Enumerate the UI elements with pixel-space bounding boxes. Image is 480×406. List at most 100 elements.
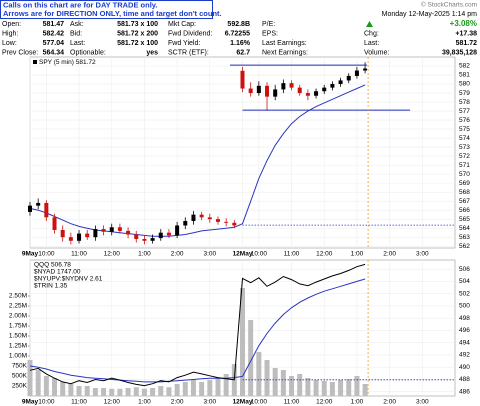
line — [29, 263, 366, 387]
volume-bar — [174, 384, 180, 396]
y-tick-label: 500 — [459, 303, 470, 310]
volume-bar — [362, 384, 368, 396]
volume-bar — [101, 388, 107, 396]
line — [29, 278, 366, 383]
quote-value: 581.47 — [43, 21, 65, 28]
quote-label: Volume: — [364, 49, 389, 56]
volume-bar — [60, 382, 66, 396]
volume-bar — [109, 388, 115, 396]
y-tick-label: 577 — [459, 108, 470, 115]
legend: SPY (5 min) 581.72 — [39, 59, 96, 66]
x-tick-label: 11:00 — [71, 399, 87, 406]
notice-line: Arrows are for DIRECTION ONLY, time and … — [3, 9, 222, 18]
quote-label: SCTR (ETF): — [168, 49, 209, 56]
volume-bar — [27, 360, 33, 396]
volume-bar — [150, 388, 156, 396]
candle-body — [52, 217, 57, 230]
quote-label: Last: — [70, 40, 85, 47]
notice-box — [0, 0, 213, 19]
x-tick-label: 12:00 — [104, 251, 121, 258]
x-tick-label: 12May — [233, 399, 253, 406]
y-tick-label: 496 — [459, 327, 470, 334]
candle-body — [289, 83, 294, 88]
y2-tick-label: 1.00M — [9, 353, 27, 360]
x-tick-label: 2:00 — [383, 251, 396, 258]
quote-date: Monday 12-May-2025 1:14 pm — [382, 11, 477, 18]
quote-value: 1.16% — [230, 40, 251, 47]
quote-value: 581.72 x 100 — [117, 40, 158, 47]
x-tick-label: 3:00 — [416, 399, 429, 406]
volume-bar — [92, 388, 98, 396]
volume-bar — [84, 386, 90, 396]
candle-body — [175, 225, 180, 236]
x-tick-label: 2:00 — [171, 251, 184, 258]
y2-tick-label: 500K — [12, 373, 28, 380]
quote-value: 581.73 x 100 — [117, 21, 158, 28]
candle-body — [354, 70, 359, 76]
y-tick-label: 576 — [459, 117, 470, 124]
candle-body — [109, 227, 114, 232]
quote-value: 577.04 — [43, 40, 65, 47]
y-tick-label: 564 — [459, 225, 470, 232]
candle-body — [224, 221, 229, 223]
x-tick-label: 3:00 — [203, 399, 216, 406]
y-tick-label: 582 — [459, 63, 470, 70]
y-tick-label: 566 — [459, 207, 470, 214]
quote-label: Chg: — [364, 30, 379, 37]
x-tick-label: 12:00 — [316, 251, 333, 258]
volume-bar — [240, 288, 245, 396]
quote-value: 581.72 x 200 — [117, 30, 158, 37]
volume-bar — [272, 368, 278, 396]
volume-bar — [223, 374, 229, 396]
volume-bar — [289, 376, 295, 396]
y2-tick-label: 1.25M — [9, 343, 27, 350]
volume-bar — [338, 380, 344, 396]
candle-body — [265, 85, 270, 97]
y-tick-label: 490 — [459, 364, 470, 371]
volume-bar — [313, 380, 319, 396]
x-tick-label: 1:00 — [351, 399, 364, 406]
candle-body — [215, 219, 220, 222]
y2-tick-label: 2.00M — [9, 313, 27, 320]
y-tick-label: 580 — [459, 81, 470, 88]
volume-bar — [280, 370, 286, 396]
candle-body — [330, 84, 335, 88]
volume-bar — [117, 388, 123, 396]
quote-label: Fwd Yield: — [168, 40, 200, 47]
candle-body — [248, 88, 253, 94]
candle-body — [346, 75, 351, 81]
candle-body — [199, 214, 204, 218]
quote-label: Next Earnings: — [262, 49, 308, 56]
legend: $NYAD 1747.00 — [34, 269, 81, 276]
quote-label: Fwd Dividend: — [168, 30, 212, 37]
y-tick-label: 563 — [459, 234, 470, 241]
y-tick-label: 570 — [459, 171, 470, 178]
x-tick-label: 12May — [233, 251, 253, 258]
x-tick-label: 11:00 — [284, 399, 300, 406]
quote-label: Bid: — [70, 30, 82, 37]
candle-body — [36, 202, 41, 206]
y2-tick-label: 750K — [12, 363, 28, 370]
y-tick-label: 569 — [459, 180, 470, 187]
up-arrow — [366, 21, 373, 27]
volume-bar — [207, 380, 213, 396]
volume-bar — [52, 378, 58, 396]
y-tick-label: 502 — [459, 290, 470, 297]
volume-bar — [166, 387, 172, 396]
x-tick-label: 10:00 — [38, 251, 55, 258]
quote-label: High: — [2, 30, 18, 37]
candle-body — [166, 232, 171, 236]
quote-value: 592.8B — [227, 21, 250, 28]
y-tick-label: 486 — [459, 388, 470, 395]
quote-label: P/E: — [262, 21, 275, 28]
quote-value: +17.38 — [455, 30, 477, 37]
volume-bar — [43, 376, 49, 396]
candle-body — [117, 227, 122, 231]
quote-value: 581.72 — [456, 40, 478, 47]
candle-body — [28, 205, 32, 212]
y2-tick-label: 1.50M — [9, 333, 27, 340]
y-tick-label: 567 — [459, 198, 470, 205]
candle-body — [191, 214, 196, 221]
y-tick-label: 581 — [459, 72, 470, 79]
